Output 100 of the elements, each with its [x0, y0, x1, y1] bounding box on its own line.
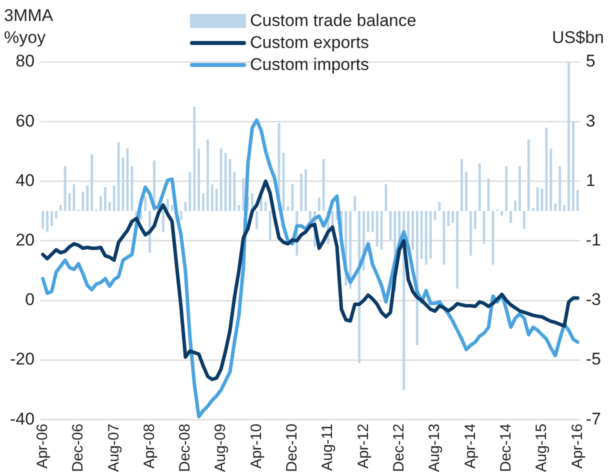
- y-tick-label: 20: [16, 230, 35, 250]
- y-tick-label: -20: [10, 350, 35, 369]
- bar: [130, 166, 134, 212]
- bar: [206, 139, 209, 212]
- bar: [322, 158, 325, 212]
- bar: [256, 211, 258, 229]
- bar: [389, 211, 392, 241]
- bar: [572, 122, 574, 212]
- x-tick-label: Apr-10: [248, 424, 265, 469]
- bar: [558, 166, 562, 212]
- bar: [465, 172, 468, 212]
- x-tick-label: Aug-13: [426, 424, 444, 472]
- x-tick-label: Aug-15: [533, 424, 550, 472]
- bar: [429, 211, 432, 259]
- bar: [563, 205, 566, 212]
- bar: [545, 128, 548, 212]
- bar: [144, 196, 147, 212]
- bar: [554, 204, 557, 212]
- bar: [420, 211, 423, 259]
- bar: [576, 190, 579, 212]
- bar: [100, 196, 102, 212]
- bar: [407, 211, 410, 241]
- bar: [291, 184, 294, 212]
- x-tick-label: Apr-12: [354, 424, 372, 469]
- bar: [68, 193, 71, 212]
- bar: [184, 202, 187, 212]
- legend-label: Custom trade balance: [250, 10, 416, 32]
- bar: [202, 193, 204, 212]
- bar: [104, 187, 106, 212]
- bar: [447, 211, 450, 226]
- bar: [64, 166, 66, 212]
- y2-tick-label: -7: [586, 409, 602, 428]
- legend-label: Custom imports: [250, 54, 370, 76]
- bar: [536, 187, 539, 212]
- y2-tick-label: 5: [586, 52, 596, 71]
- bar: [478, 163, 481, 212]
- bar: [59, 205, 62, 212]
- y-tick-label: 80: [16, 52, 35, 71]
- bar: [233, 172, 236, 212]
- bar: [532, 208, 534, 212]
- bar: [514, 200, 516, 212]
- y2-tick-label: -5: [586, 350, 602, 369]
- bar: [215, 188, 218, 212]
- y2-axis-title: US$bn: [552, 28, 604, 48]
- bar: [50, 211, 53, 226]
- y-tick-label: 0: [25, 290, 35, 310]
- x-tick-label: Apr-06: [34, 424, 51, 469]
- bar: [86, 186, 89, 212]
- bar: [505, 166, 508, 212]
- y-axis-title: 3MMA %yoy: [4, 6, 54, 48]
- y-tick-label: -40: [10, 409, 35, 428]
- x-tick-label: Dec-12: [390, 424, 408, 472]
- bar: [376, 211, 378, 247]
- bar: [224, 152, 227, 212]
- bar: [456, 211, 459, 288]
- bar: [108, 202, 111, 212]
- x-tick-label: Dec-06: [70, 424, 87, 472]
- bar: [527, 139, 530, 212]
- bar: [90, 154, 94, 212]
- x-tick-label: Apr-14: [462, 424, 479, 469]
- bar: [309, 211, 312, 220]
- bar: [474, 211, 476, 229]
- bar: [412, 211, 414, 250]
- bar: [452, 211, 454, 223]
- bar: [300, 174, 303, 212]
- bar: [220, 148, 222, 212]
- y2-tick-label: 1: [586, 170, 596, 190]
- bar: [500, 211, 504, 216]
- bar: [198, 148, 200, 212]
- y2-tick-label: 3: [586, 111, 596, 130]
- bar: [366, 211, 370, 232]
- bar: [122, 157, 124, 212]
- bar: [371, 211, 374, 232]
- bar: [304, 169, 307, 212]
- bar: [550, 148, 552, 212]
- bar: [492, 211, 494, 265]
- legend-label: Custom exports: [250, 32, 370, 54]
- bar: [380, 211, 383, 250]
- x-tick-label: Dec-08: [176, 424, 194, 472]
- bar: [424, 211, 428, 265]
- bar: [117, 142, 120, 212]
- x-tick-label: Dec-14: [497, 424, 514, 472]
- x-tick-label: Dec-10: [284, 424, 301, 472]
- y2-tick-label: -3: [586, 290, 602, 310]
- bar: [170, 205, 174, 212]
- bar: [54, 211, 58, 218]
- bar: [482, 211, 486, 244]
- bar: [469, 211, 472, 256]
- bar: [442, 211, 446, 265]
- bar: [193, 106, 196, 212]
- bar: [349, 211, 352, 288]
- bar: [210, 184, 214, 212]
- bar: [268, 211, 272, 241]
- bar: [358, 211, 360, 364]
- bar: [46, 211, 48, 232]
- x-tick-label: Apr-16: [568, 424, 586, 469]
- bar: [242, 178, 245, 212]
- x-tick-label: Apr-08: [140, 424, 158, 469]
- x-tick-label: Aug-09: [212, 424, 230, 472]
- bar: [318, 198, 320, 212]
